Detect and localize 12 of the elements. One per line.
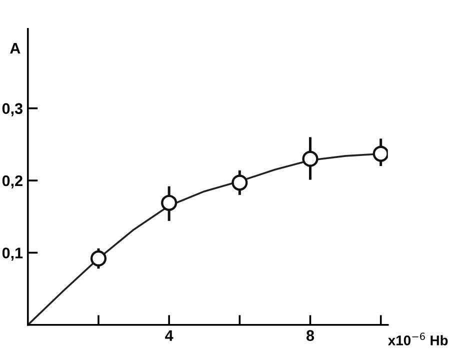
y-axis-title: A <box>10 43 20 54</box>
x-tick-label: 8 <box>306 330 314 341</box>
point <box>302 150 318 167</box>
point <box>90 250 107 267</box>
x-axis-title: x10$^{−6}$ Hb <box>388 332 448 346</box>
point <box>161 194 178 211</box>
x-tick-label: 4 <box>165 330 174 341</box>
point <box>372 146 388 162</box>
y-tick-label: 0,2 <box>2 175 22 188</box>
y-tick-label: 0,3 <box>2 103 22 116</box>
point <box>232 174 248 191</box>
y-tick-label: 0,1 <box>2 248 23 261</box>
